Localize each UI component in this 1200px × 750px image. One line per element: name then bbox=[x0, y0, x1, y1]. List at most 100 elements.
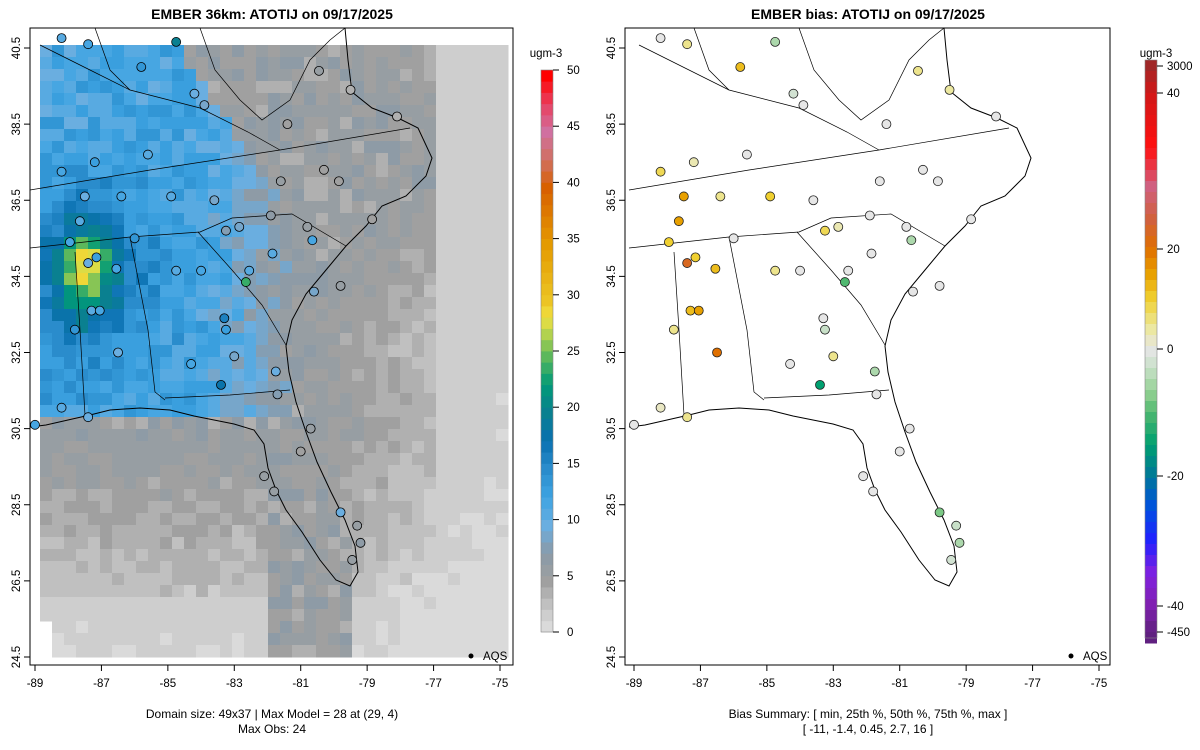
grid-cell bbox=[484, 477, 497, 490]
grid-cell bbox=[232, 237, 245, 250]
grid-cell bbox=[400, 501, 413, 514]
grid-cell bbox=[388, 141, 401, 154]
grid-cell bbox=[388, 93, 401, 106]
grid-cell bbox=[484, 81, 497, 94]
grid-cell bbox=[124, 153, 137, 166]
grid-cell bbox=[268, 165, 281, 178]
grid-cell bbox=[100, 201, 113, 214]
grid-cell bbox=[40, 117, 53, 130]
grid-cell bbox=[424, 237, 437, 250]
grid-cell bbox=[268, 477, 281, 490]
grid-cell bbox=[376, 333, 389, 346]
bias-station-marker bbox=[820, 225, 830, 236]
grid-cell bbox=[472, 57, 485, 70]
grid-cell bbox=[268, 333, 281, 346]
grid-cell bbox=[184, 489, 197, 502]
grid-cell bbox=[376, 309, 389, 322]
grid-cell bbox=[64, 405, 77, 418]
colorbar-segment bbox=[1145, 423, 1157, 435]
grid-cell bbox=[304, 465, 317, 478]
colorbar-segment bbox=[541, 182, 553, 195]
grid-cell bbox=[196, 573, 209, 586]
grid-cell bbox=[424, 309, 437, 322]
grid-cell bbox=[76, 477, 89, 490]
colorbar-tick-label: 40 bbox=[1167, 88, 1180, 100]
grid-cell bbox=[148, 309, 161, 322]
grid-cell bbox=[148, 525, 161, 538]
grid-cell bbox=[364, 477, 377, 490]
station-marker bbox=[56, 33, 67, 44]
grid-cell bbox=[328, 465, 341, 478]
grid-cell bbox=[232, 45, 245, 58]
grid-cell bbox=[412, 381, 425, 394]
grid-cell bbox=[412, 477, 425, 490]
grid-cell bbox=[448, 369, 461, 382]
grid-cell bbox=[472, 321, 485, 334]
grid-cell bbox=[340, 429, 353, 442]
grid-cell bbox=[184, 333, 197, 346]
grid-cell bbox=[496, 525, 509, 538]
grid-cell bbox=[256, 489, 269, 502]
grid-cell bbox=[40, 225, 53, 238]
grid-cell bbox=[400, 249, 413, 262]
station-marker bbox=[86, 305, 97, 316]
grid-cell bbox=[436, 321, 449, 334]
grid-cell bbox=[76, 81, 89, 94]
grid-cell bbox=[160, 537, 173, 550]
station-marker bbox=[272, 389, 283, 400]
bias-station-marker bbox=[688, 157, 699, 168]
grid-cell bbox=[160, 177, 173, 190]
grid-cell bbox=[136, 345, 149, 358]
grid-cell bbox=[124, 45, 137, 58]
grid-cell bbox=[352, 429, 365, 442]
grid-cell bbox=[364, 285, 377, 298]
grid-cell bbox=[172, 297, 185, 310]
grid-cell bbox=[328, 561, 341, 574]
grid-cell bbox=[232, 93, 245, 106]
grid-cell bbox=[460, 129, 473, 142]
grid-cell bbox=[112, 525, 125, 538]
grid-cell bbox=[484, 249, 497, 262]
grid-cell bbox=[436, 417, 449, 430]
bias-map-panel: EMBER bias: ATOTIJ on 09/17/2025 -89 -87-… bbox=[606, 6, 1193, 736]
grid-cell bbox=[472, 141, 485, 154]
bias-station-marker bbox=[944, 84, 955, 95]
y-tick-label: 24.5 bbox=[11, 646, 23, 668]
grid-cell bbox=[484, 549, 497, 562]
grid-cell bbox=[352, 597, 365, 610]
grid-cell bbox=[160, 45, 173, 58]
grid-cell bbox=[340, 585, 353, 598]
grid-cell bbox=[268, 441, 281, 454]
grid-cell bbox=[316, 93, 329, 106]
grid-cell bbox=[400, 645, 413, 658]
grid-cell bbox=[196, 477, 209, 490]
grid-cell bbox=[436, 369, 449, 382]
grid-cell bbox=[304, 597, 317, 610]
grid-cell bbox=[304, 381, 317, 394]
colorbar-tick-label: 0 bbox=[1167, 344, 1173, 356]
grid-cell bbox=[436, 81, 449, 94]
grid-cell bbox=[400, 81, 413, 94]
grid-cell bbox=[280, 393, 293, 406]
grid-cell bbox=[184, 309, 197, 322]
grid-cell bbox=[52, 237, 65, 250]
grid-cell bbox=[400, 537, 413, 550]
grid-cell bbox=[268, 153, 281, 166]
grid-cell bbox=[484, 201, 497, 214]
grid-cell bbox=[304, 117, 317, 130]
axes: -89 -87 -85 -83 -81 -79 -77 -7540.538.536.534.5… bbox=[11, 37, 508, 690]
grid-cell bbox=[412, 153, 425, 166]
state-border bbox=[164, 389, 291, 399]
grid-cell bbox=[208, 213, 221, 226]
grid-cell bbox=[208, 465, 221, 478]
grid-cell bbox=[280, 441, 293, 454]
grid-cell bbox=[496, 93, 509, 106]
grid-cell bbox=[304, 321, 317, 334]
grid-cell bbox=[412, 249, 425, 262]
grid-cell bbox=[52, 201, 65, 214]
grid-cell bbox=[400, 585, 413, 598]
grid-cell bbox=[472, 513, 485, 526]
colorbar-segment bbox=[1145, 566, 1157, 578]
grid-cell bbox=[472, 345, 485, 358]
grid-cell bbox=[484, 489, 497, 502]
